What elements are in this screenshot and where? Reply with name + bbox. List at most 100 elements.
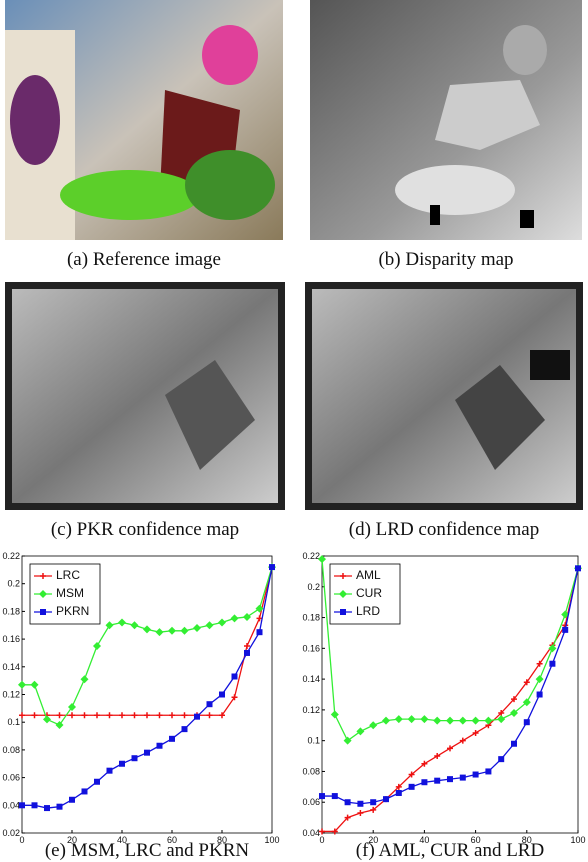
marker (168, 627, 176, 635)
marker (549, 661, 555, 667)
legend-label: LRD (356, 604, 380, 618)
y-tick-label: 0.04 (302, 828, 320, 838)
marker (132, 712, 138, 718)
marker (119, 761, 125, 767)
marker (434, 778, 440, 784)
marker (383, 796, 389, 802)
y-tick-label: 0.08 (302, 766, 320, 776)
marker (244, 650, 250, 656)
marker (169, 712, 175, 718)
marker (143, 625, 151, 633)
marker (18, 681, 26, 689)
marker (498, 756, 504, 762)
marker (69, 797, 75, 803)
marker (82, 712, 88, 718)
marker (207, 701, 213, 707)
marker (131, 621, 139, 629)
marker (331, 711, 339, 719)
legend-label: CUR (356, 586, 382, 600)
marker (107, 712, 113, 718)
marker (370, 799, 376, 805)
marker (193, 624, 201, 632)
marker (144, 712, 150, 718)
y-tick-label: 0.12 (302, 705, 320, 715)
marker (459, 717, 467, 725)
marker (157, 743, 163, 749)
marker (181, 627, 189, 635)
caption: (a) Reference image (67, 249, 221, 270)
marker (447, 745, 453, 751)
marker (473, 772, 479, 778)
marker (69, 712, 75, 718)
y-tick-label: 0.2 (307, 582, 320, 592)
marker (81, 675, 89, 683)
marker (156, 628, 164, 636)
marker (40, 609, 46, 615)
legend-label: PKRN (56, 604, 89, 618)
legend-label: AML (356, 568, 381, 582)
legend-label: LRC (56, 568, 80, 582)
marker (472, 717, 480, 725)
marker (43, 715, 51, 723)
marker (446, 717, 454, 725)
marker (93, 642, 101, 650)
marker (332, 793, 338, 799)
y-tick-label: 0.14 (2, 662, 20, 672)
x-tick-label: 100 (570, 835, 585, 845)
marker (244, 643, 250, 649)
marker (31, 681, 39, 689)
marker (396, 790, 402, 796)
caption: (d) LRD confidence map (349, 519, 539, 540)
marker (575, 565, 581, 571)
caption: (e) MSM, LRC and PKRN (45, 840, 250, 861)
page: (a) Reference image(b) Disparity map(c) … (0, 0, 588, 862)
marker (68, 703, 76, 711)
marker (19, 802, 25, 808)
marker (447, 776, 453, 782)
image-c (5, 282, 285, 510)
y-tick-label: 0.1 (307, 736, 320, 746)
marker (243, 613, 251, 621)
legend-label: MSM (56, 586, 84, 600)
marker (562, 627, 568, 633)
marker (269, 564, 275, 570)
y-tick-label: 0.16 (2, 634, 20, 644)
marker (421, 779, 427, 785)
marker (57, 712, 63, 718)
marker (536, 675, 544, 683)
marker (119, 712, 125, 718)
marker (433, 717, 441, 725)
marker (408, 715, 416, 723)
marker (56, 721, 64, 729)
y-tick-label: 0.2 (7, 579, 20, 589)
marker (218, 618, 226, 626)
marker (169, 736, 175, 742)
marker (206, 621, 214, 629)
marker (395, 715, 403, 723)
y-tick-label: 0.06 (2, 773, 20, 783)
y-tick-label: 0.04 (2, 800, 20, 810)
marker (219, 692, 225, 698)
marker (473, 730, 479, 736)
marker (524, 719, 530, 725)
marker (357, 810, 363, 816)
marker (369, 721, 377, 729)
y-tick-label: 0.08 (2, 745, 20, 755)
marker (94, 779, 100, 785)
marker (107, 768, 113, 774)
marker (460, 738, 466, 744)
caption: (c) PKR confidence map (51, 519, 239, 540)
marker (537, 692, 543, 698)
image-d (305, 282, 583, 510)
caption: (f) AML, CUR and LRD (356, 840, 544, 861)
y-tick-label: 0.16 (302, 643, 320, 653)
y-tick-label: 0.18 (2, 606, 20, 616)
marker (232, 673, 238, 679)
y-tick-label: 0.02 (2, 828, 20, 838)
marker (57, 804, 63, 810)
marker (106, 621, 114, 629)
marker (94, 712, 100, 718)
marker (485, 768, 491, 774)
marker (157, 712, 163, 718)
marker (319, 793, 325, 799)
